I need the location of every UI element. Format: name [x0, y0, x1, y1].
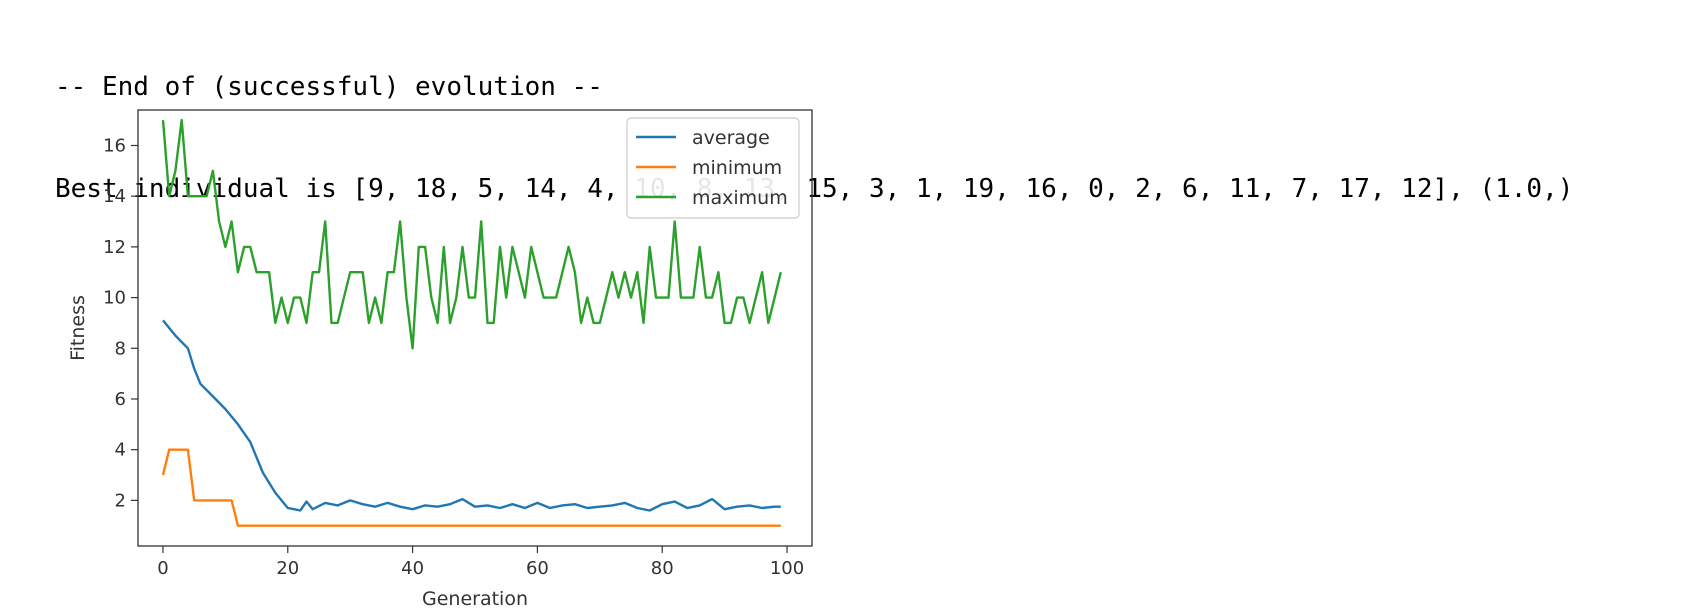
x-tick-label: 20	[276, 558, 299, 579]
legend-label-average: average	[692, 127, 770, 149]
x-axis-title: Generation	[422, 588, 528, 610]
legend-box	[626, 117, 800, 219]
y-tick-label: 10	[103, 288, 126, 309]
series-line-minimum	[161, 448, 781, 527]
plot-frame	[137, 109, 813, 547]
x-tick-label: 0	[157, 558, 168, 579]
best-individual-line: Best individual is [9, 18, 5, 14, 4, 10,…	[55, 174, 1574, 204]
series-line-maximum	[161, 118, 782, 350]
x-tick-label: 80	[651, 558, 674, 579]
y-tick-label: 6	[115, 389, 126, 410]
evolution-end-line: -- End of (successful) evolution --	[55, 72, 603, 102]
y-tick-label: 4	[115, 440, 126, 461]
y-tick-label: 2	[115, 490, 126, 511]
y-tick-label: 8	[115, 338, 126, 359]
y-tick-label: 14	[103, 186, 126, 207]
x-tick-label: 40	[401, 558, 424, 579]
y-axis-title: Fitness	[67, 295, 89, 361]
axis-ticks: 0 20 40 60 80 100 2 4 6 8 10 12 14 16	[103, 135, 804, 579]
legend-label-maximum: maximum	[692, 187, 788, 209]
console-output: -- End of (successful) evolution -- Best…	[55, 2, 1573, 240]
y-tick-label: 12	[103, 237, 126, 258]
series-line-average	[162, 319, 781, 512]
legend-label-minimum: minimum	[692, 157, 782, 179]
y-tick-label: 16	[103, 135, 126, 156]
x-tick-label: 60	[526, 558, 549, 579]
legend: average minimum maximum	[626, 117, 800, 219]
x-tick-label: 100	[770, 558, 804, 579]
